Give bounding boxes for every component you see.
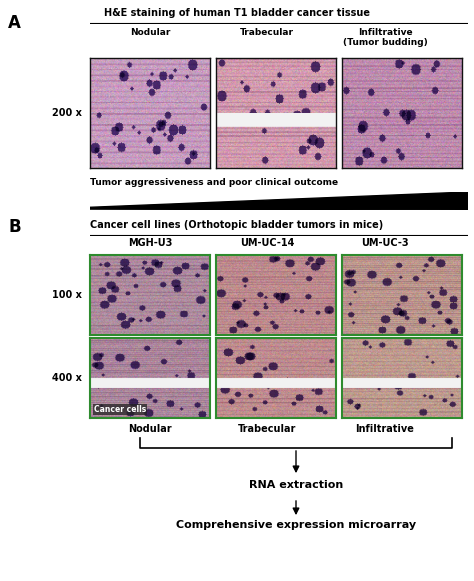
- Text: Tumor aggressiveness and poor clinical outcome: Tumor aggressiveness and poor clinical o…: [90, 178, 338, 187]
- Text: MGH-U3: MGH-U3: [128, 238, 172, 248]
- Text: Infiltrative
(Tumor budding): Infiltrative (Tumor budding): [343, 28, 428, 48]
- Text: Nodular: Nodular: [128, 424, 172, 434]
- Text: Trabecular: Trabecular: [238, 424, 296, 434]
- Text: 400 x: 400 x: [52, 373, 82, 383]
- Text: 100 x: 100 x: [52, 290, 82, 300]
- Text: Infiltrative: Infiltrative: [356, 424, 414, 434]
- Text: B: B: [8, 218, 21, 236]
- Text: RNA extraction: RNA extraction: [249, 480, 343, 490]
- Polygon shape: [90, 192, 468, 210]
- Text: Nodular: Nodular: [130, 28, 170, 37]
- Text: A: A: [8, 14, 21, 32]
- Text: Comprehensive expression microarray: Comprehensive expression microarray: [176, 520, 416, 530]
- Text: UM-UC-14: UM-UC-14: [240, 238, 294, 248]
- Text: 200 x: 200 x: [52, 108, 82, 118]
- Text: H&E staining of human T1 bladder cancer tissue: H&E staining of human T1 bladder cancer …: [104, 8, 370, 18]
- Text: UM-UC-3: UM-UC-3: [361, 238, 409, 248]
- Text: Cancer cells: Cancer cells: [94, 405, 146, 414]
- Text: Trabecular: Trabecular: [240, 28, 294, 37]
- Text: Cancer cell lines (Orthotopic bladder tumors in mice): Cancer cell lines (Orthotopic bladder tu…: [91, 220, 383, 230]
